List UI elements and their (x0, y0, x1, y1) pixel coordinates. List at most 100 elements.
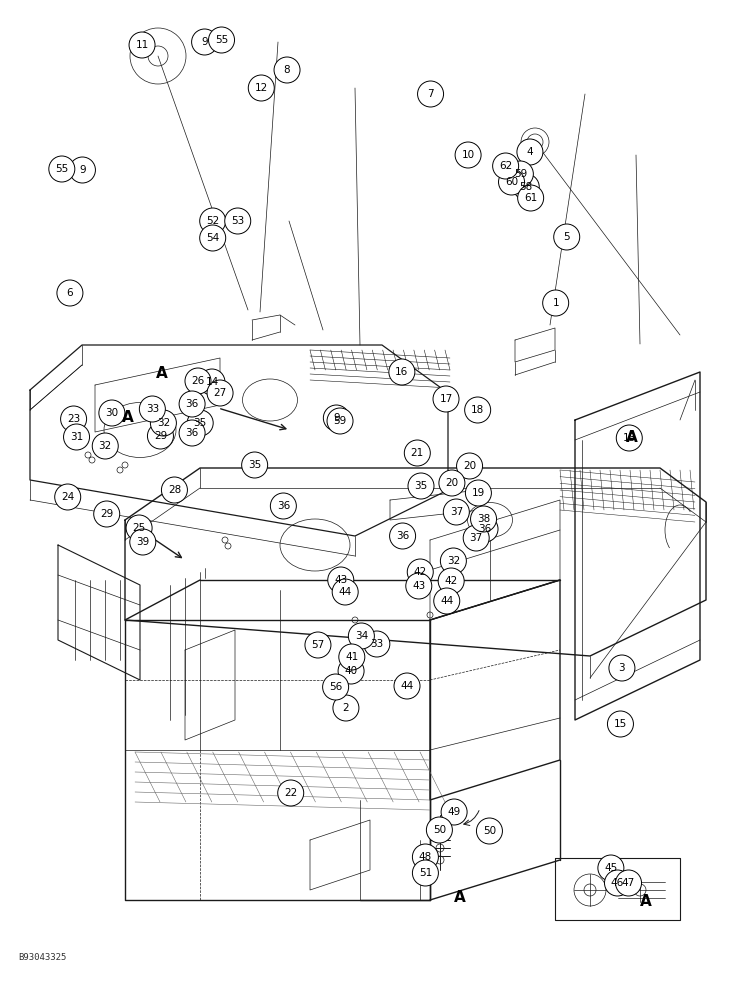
Text: 5: 5 (563, 232, 570, 242)
Text: 61: 61 (524, 193, 537, 203)
Circle shape (161, 477, 188, 503)
Text: 7: 7 (427, 89, 434, 99)
Text: 51: 51 (419, 868, 432, 878)
Text: 27: 27 (213, 388, 227, 398)
Circle shape (248, 75, 275, 101)
Text: 47: 47 (622, 878, 635, 888)
Circle shape (455, 142, 481, 168)
Text: 29: 29 (100, 509, 113, 519)
Text: A: A (626, 430, 637, 444)
Text: 57: 57 (311, 640, 325, 650)
Circle shape (394, 673, 420, 699)
Circle shape (542, 290, 569, 316)
Text: 35: 35 (194, 418, 207, 428)
Text: 32: 32 (99, 441, 112, 451)
Text: 20: 20 (463, 461, 476, 471)
Text: 35: 35 (414, 481, 428, 491)
Text: 18: 18 (471, 405, 484, 415)
Text: 24: 24 (61, 492, 74, 502)
Text: 56: 56 (329, 682, 342, 692)
Text: 55: 55 (55, 164, 68, 174)
Circle shape (470, 506, 497, 532)
Text: 31: 31 (70, 432, 83, 442)
Circle shape (328, 567, 354, 593)
Text: 33: 33 (146, 404, 159, 414)
Text: 14: 14 (205, 377, 219, 387)
Text: 37: 37 (450, 507, 463, 517)
Text: 28: 28 (168, 485, 181, 495)
Text: A: A (454, 890, 466, 906)
Circle shape (389, 523, 416, 549)
Text: 60: 60 (505, 177, 518, 187)
Text: 12: 12 (255, 83, 268, 93)
Circle shape (339, 644, 365, 670)
Circle shape (417, 81, 444, 107)
Text: 36: 36 (478, 524, 492, 534)
Text: 59: 59 (333, 416, 347, 426)
Text: 2: 2 (342, 703, 350, 713)
Circle shape (463, 525, 489, 551)
Circle shape (60, 406, 87, 432)
Circle shape (270, 493, 297, 519)
Text: 22: 22 (284, 788, 297, 798)
Circle shape (348, 623, 375, 649)
Circle shape (92, 433, 118, 459)
Circle shape (327, 408, 353, 434)
Circle shape (434, 588, 460, 614)
Circle shape (412, 860, 439, 886)
Circle shape (498, 169, 525, 195)
Text: 4: 4 (526, 147, 534, 157)
Circle shape (199, 208, 226, 234)
Circle shape (507, 161, 534, 187)
Text: 43: 43 (334, 575, 347, 585)
Text: 49: 49 (447, 807, 461, 817)
Text: 35: 35 (248, 460, 261, 470)
Circle shape (139, 396, 166, 422)
Text: 1: 1 (552, 298, 559, 308)
Text: 16: 16 (395, 367, 408, 377)
Circle shape (433, 386, 459, 412)
Circle shape (513, 174, 539, 200)
Circle shape (615, 870, 642, 896)
Circle shape (607, 711, 634, 737)
Circle shape (553, 224, 580, 250)
Circle shape (472, 516, 498, 542)
Circle shape (404, 440, 431, 466)
Text: 38: 38 (477, 514, 490, 524)
Circle shape (476, 818, 503, 844)
Text: 21: 21 (411, 448, 424, 458)
Circle shape (406, 573, 432, 599)
Text: 42: 42 (445, 576, 458, 586)
Text: 37: 37 (470, 533, 483, 543)
Circle shape (69, 157, 96, 183)
Circle shape (150, 410, 177, 436)
Text: 8: 8 (283, 65, 291, 75)
Circle shape (598, 855, 624, 881)
Text: 34: 34 (355, 631, 368, 641)
Circle shape (332, 579, 358, 605)
Text: 20: 20 (445, 478, 459, 488)
Circle shape (517, 185, 544, 211)
Text: 9: 9 (201, 37, 208, 47)
Text: 3: 3 (618, 663, 626, 673)
Circle shape (492, 153, 519, 179)
Circle shape (517, 139, 543, 165)
Text: 36: 36 (396, 531, 409, 541)
Text: 17: 17 (439, 394, 453, 404)
Circle shape (54, 484, 81, 510)
Circle shape (338, 658, 364, 684)
Text: 11: 11 (135, 40, 149, 50)
Text: 19: 19 (472, 488, 485, 498)
Circle shape (412, 844, 439, 870)
Circle shape (99, 400, 125, 426)
Circle shape (408, 473, 434, 499)
Text: 33: 33 (370, 639, 383, 649)
Text: 46: 46 (611, 878, 624, 888)
Circle shape (93, 501, 120, 527)
Text: B93043325: B93043325 (18, 954, 66, 962)
Circle shape (199, 369, 225, 395)
Text: A: A (640, 894, 651, 908)
Circle shape (191, 29, 218, 55)
Circle shape (609, 655, 635, 681)
Text: A: A (156, 366, 168, 381)
